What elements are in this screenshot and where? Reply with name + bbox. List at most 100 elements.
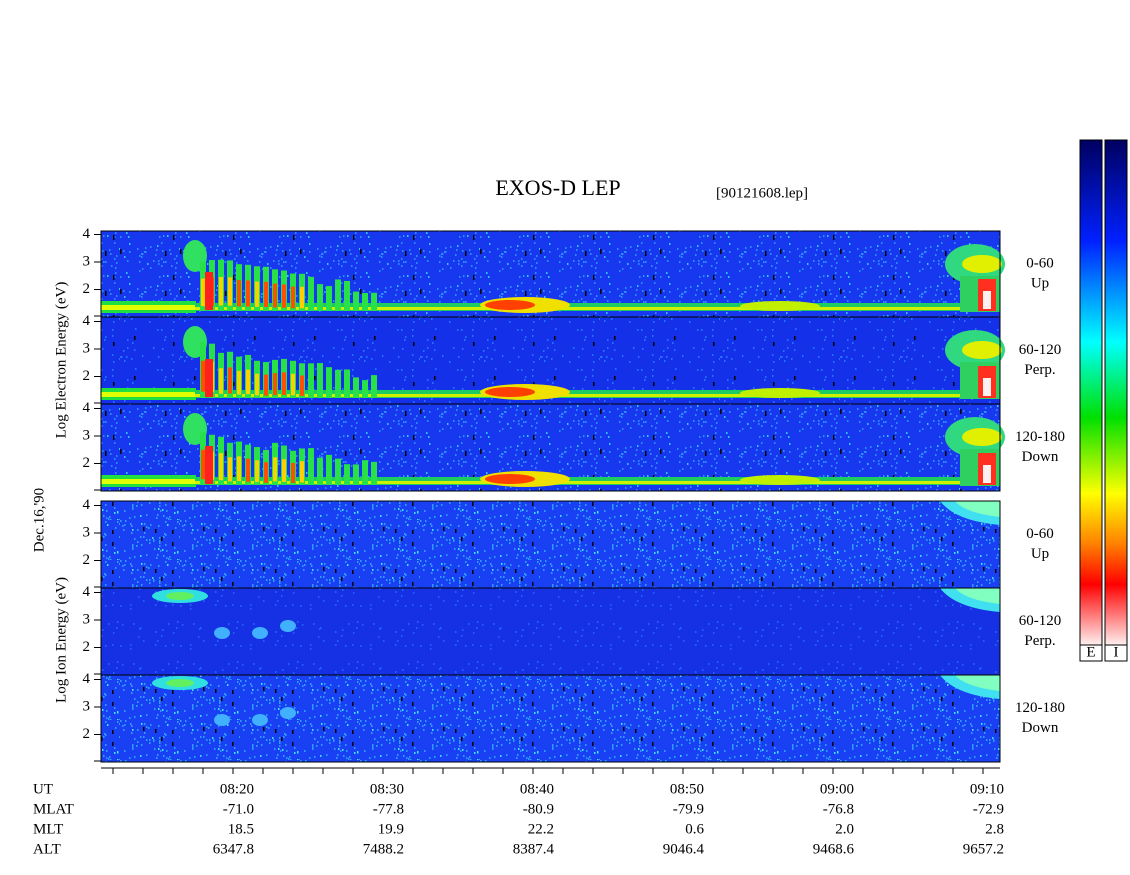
flux-feature bbox=[353, 377, 359, 398]
flux-feature bbox=[335, 369, 341, 398]
colorbar-label: I bbox=[1114, 644, 1119, 660]
row-value: -71.0 bbox=[223, 801, 254, 817]
flux-feature bbox=[740, 475, 820, 485]
colorbar-label: E bbox=[1086, 644, 1095, 660]
row-value: 09:10 bbox=[970, 781, 1004, 797]
row-label: ALT bbox=[33, 841, 61, 857]
flux-feature bbox=[201, 449, 205, 480]
flux-feature bbox=[291, 373, 295, 396]
flux-feature bbox=[371, 461, 377, 485]
flux-feature bbox=[362, 292, 368, 311]
row-value: 08:30 bbox=[370, 781, 404, 797]
colorbar bbox=[1079, 139, 1103, 646]
row-value: 08:50 bbox=[670, 781, 704, 797]
y-tick-label: 4 bbox=[83, 226, 91, 242]
row-value: 9468.6 bbox=[813, 841, 855, 857]
pitch-angle: 60-120 bbox=[1019, 342, 1062, 358]
row-value: 19.9 bbox=[378, 821, 404, 837]
flux-feature bbox=[237, 456, 241, 482]
row-label: UT bbox=[33, 781, 53, 797]
flux-feature bbox=[485, 474, 535, 484]
flux-feature bbox=[273, 373, 277, 396]
flux-feature bbox=[362, 380, 368, 398]
flux-feature bbox=[740, 388, 820, 398]
flux-feature bbox=[280, 620, 296, 632]
flux-feature bbox=[252, 627, 268, 639]
flux-feature bbox=[264, 462, 268, 483]
row-label: MLAT bbox=[33, 801, 74, 817]
y-tick-label: 2 bbox=[83, 639, 91, 655]
flux-feature bbox=[205, 359, 213, 397]
y-tick-label: 4 bbox=[83, 584, 91, 600]
flux-feature bbox=[485, 300, 535, 310]
flux-band bbox=[101, 305, 196, 310]
flux-feature bbox=[237, 370, 241, 395]
y-tick-label: 2 bbox=[83, 726, 91, 742]
flux-feature bbox=[344, 280, 350, 311]
date: Dec.16,'90 bbox=[31, 488, 47, 552]
panel-frame bbox=[100, 403, 1001, 492]
row-value: 0.6 bbox=[685, 821, 704, 837]
flux-feature bbox=[962, 428, 1002, 446]
flux-band bbox=[195, 307, 1000, 310]
flux-feature bbox=[255, 460, 259, 483]
y-tick-label: 4 bbox=[83, 497, 91, 513]
flux-feature bbox=[317, 457, 323, 485]
row-value: 7488.2 bbox=[363, 841, 404, 857]
colorbar-label-box bbox=[1104, 644, 1128, 662]
y-tick-label: 3 bbox=[83, 253, 91, 269]
flux-feature bbox=[983, 465, 991, 483]
flux-feature bbox=[300, 375, 304, 396]
file-name: [90121608.lep] bbox=[716, 185, 808, 201]
pitch-direction: Up bbox=[1031, 275, 1049, 291]
flux-feature bbox=[166, 679, 194, 687]
spectrogram bbox=[101, 501, 1000, 588]
flux-feature bbox=[201, 278, 205, 307]
flux-feature bbox=[371, 375, 377, 398]
flux-feature bbox=[335, 279, 341, 311]
flux-feature bbox=[214, 627, 230, 639]
row-value: 2.0 bbox=[835, 821, 854, 837]
flux-feature bbox=[282, 284, 286, 308]
pitch-direction: Perp. bbox=[1024, 633, 1055, 649]
flux-feature bbox=[214, 714, 230, 726]
flux-feature bbox=[983, 291, 991, 309]
flux-feature bbox=[255, 281, 259, 307]
flux-band bbox=[101, 392, 196, 397]
flux-feature bbox=[962, 255, 1002, 273]
y-tick-label: 2 bbox=[83, 455, 91, 471]
row-value: 18.5 bbox=[228, 821, 254, 837]
flux-feature bbox=[205, 272, 213, 310]
row-value: 9046.4 bbox=[663, 841, 705, 857]
y-tick-label: 3 bbox=[83, 427, 91, 443]
flux-feature bbox=[344, 464, 350, 485]
flux-feature bbox=[237, 280, 241, 307]
flux-feature bbox=[252, 714, 268, 726]
flux-feature bbox=[344, 369, 350, 398]
flux-feature bbox=[983, 378, 991, 396]
flux-feature bbox=[300, 286, 304, 309]
spectrogram bbox=[101, 675, 1000, 762]
flux-feature bbox=[205, 446, 213, 484]
row-value: 08:20 bbox=[220, 781, 254, 797]
flux-feature bbox=[326, 367, 332, 398]
flux-feature bbox=[246, 280, 250, 307]
flux-feature bbox=[317, 284, 323, 311]
flux-feature bbox=[308, 363, 314, 398]
row-value: 08:40 bbox=[520, 781, 554, 797]
flux-feature bbox=[255, 373, 259, 396]
row-value: 22.2 bbox=[528, 821, 554, 837]
flux-feature bbox=[485, 387, 535, 397]
flux-feature bbox=[219, 368, 223, 394]
y-tick-label: 2 bbox=[83, 552, 91, 568]
row-value: 9657.2 bbox=[963, 841, 1004, 857]
flux-feature bbox=[219, 453, 223, 481]
flux-feature bbox=[219, 276, 223, 306]
flux-feature bbox=[300, 461, 304, 483]
flux-feature bbox=[335, 458, 341, 485]
flux-feature bbox=[353, 464, 359, 485]
flux-band bbox=[195, 394, 1000, 397]
y-tick-label: 2 bbox=[83, 368, 91, 384]
row-value: 09:00 bbox=[820, 781, 854, 797]
